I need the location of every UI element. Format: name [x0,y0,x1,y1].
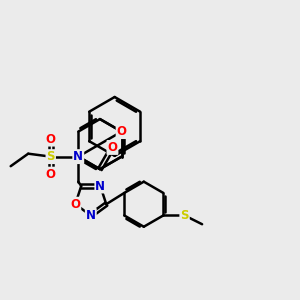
Text: O: O [46,133,56,146]
Text: N: N [73,150,83,163]
Text: O: O [117,125,127,138]
Text: S: S [180,209,189,222]
Text: N: N [95,179,105,193]
Text: O: O [46,168,56,181]
Text: O: O [70,198,80,211]
Text: S: S [46,150,55,163]
Text: N: N [86,209,96,222]
Text: O: O [107,141,118,154]
